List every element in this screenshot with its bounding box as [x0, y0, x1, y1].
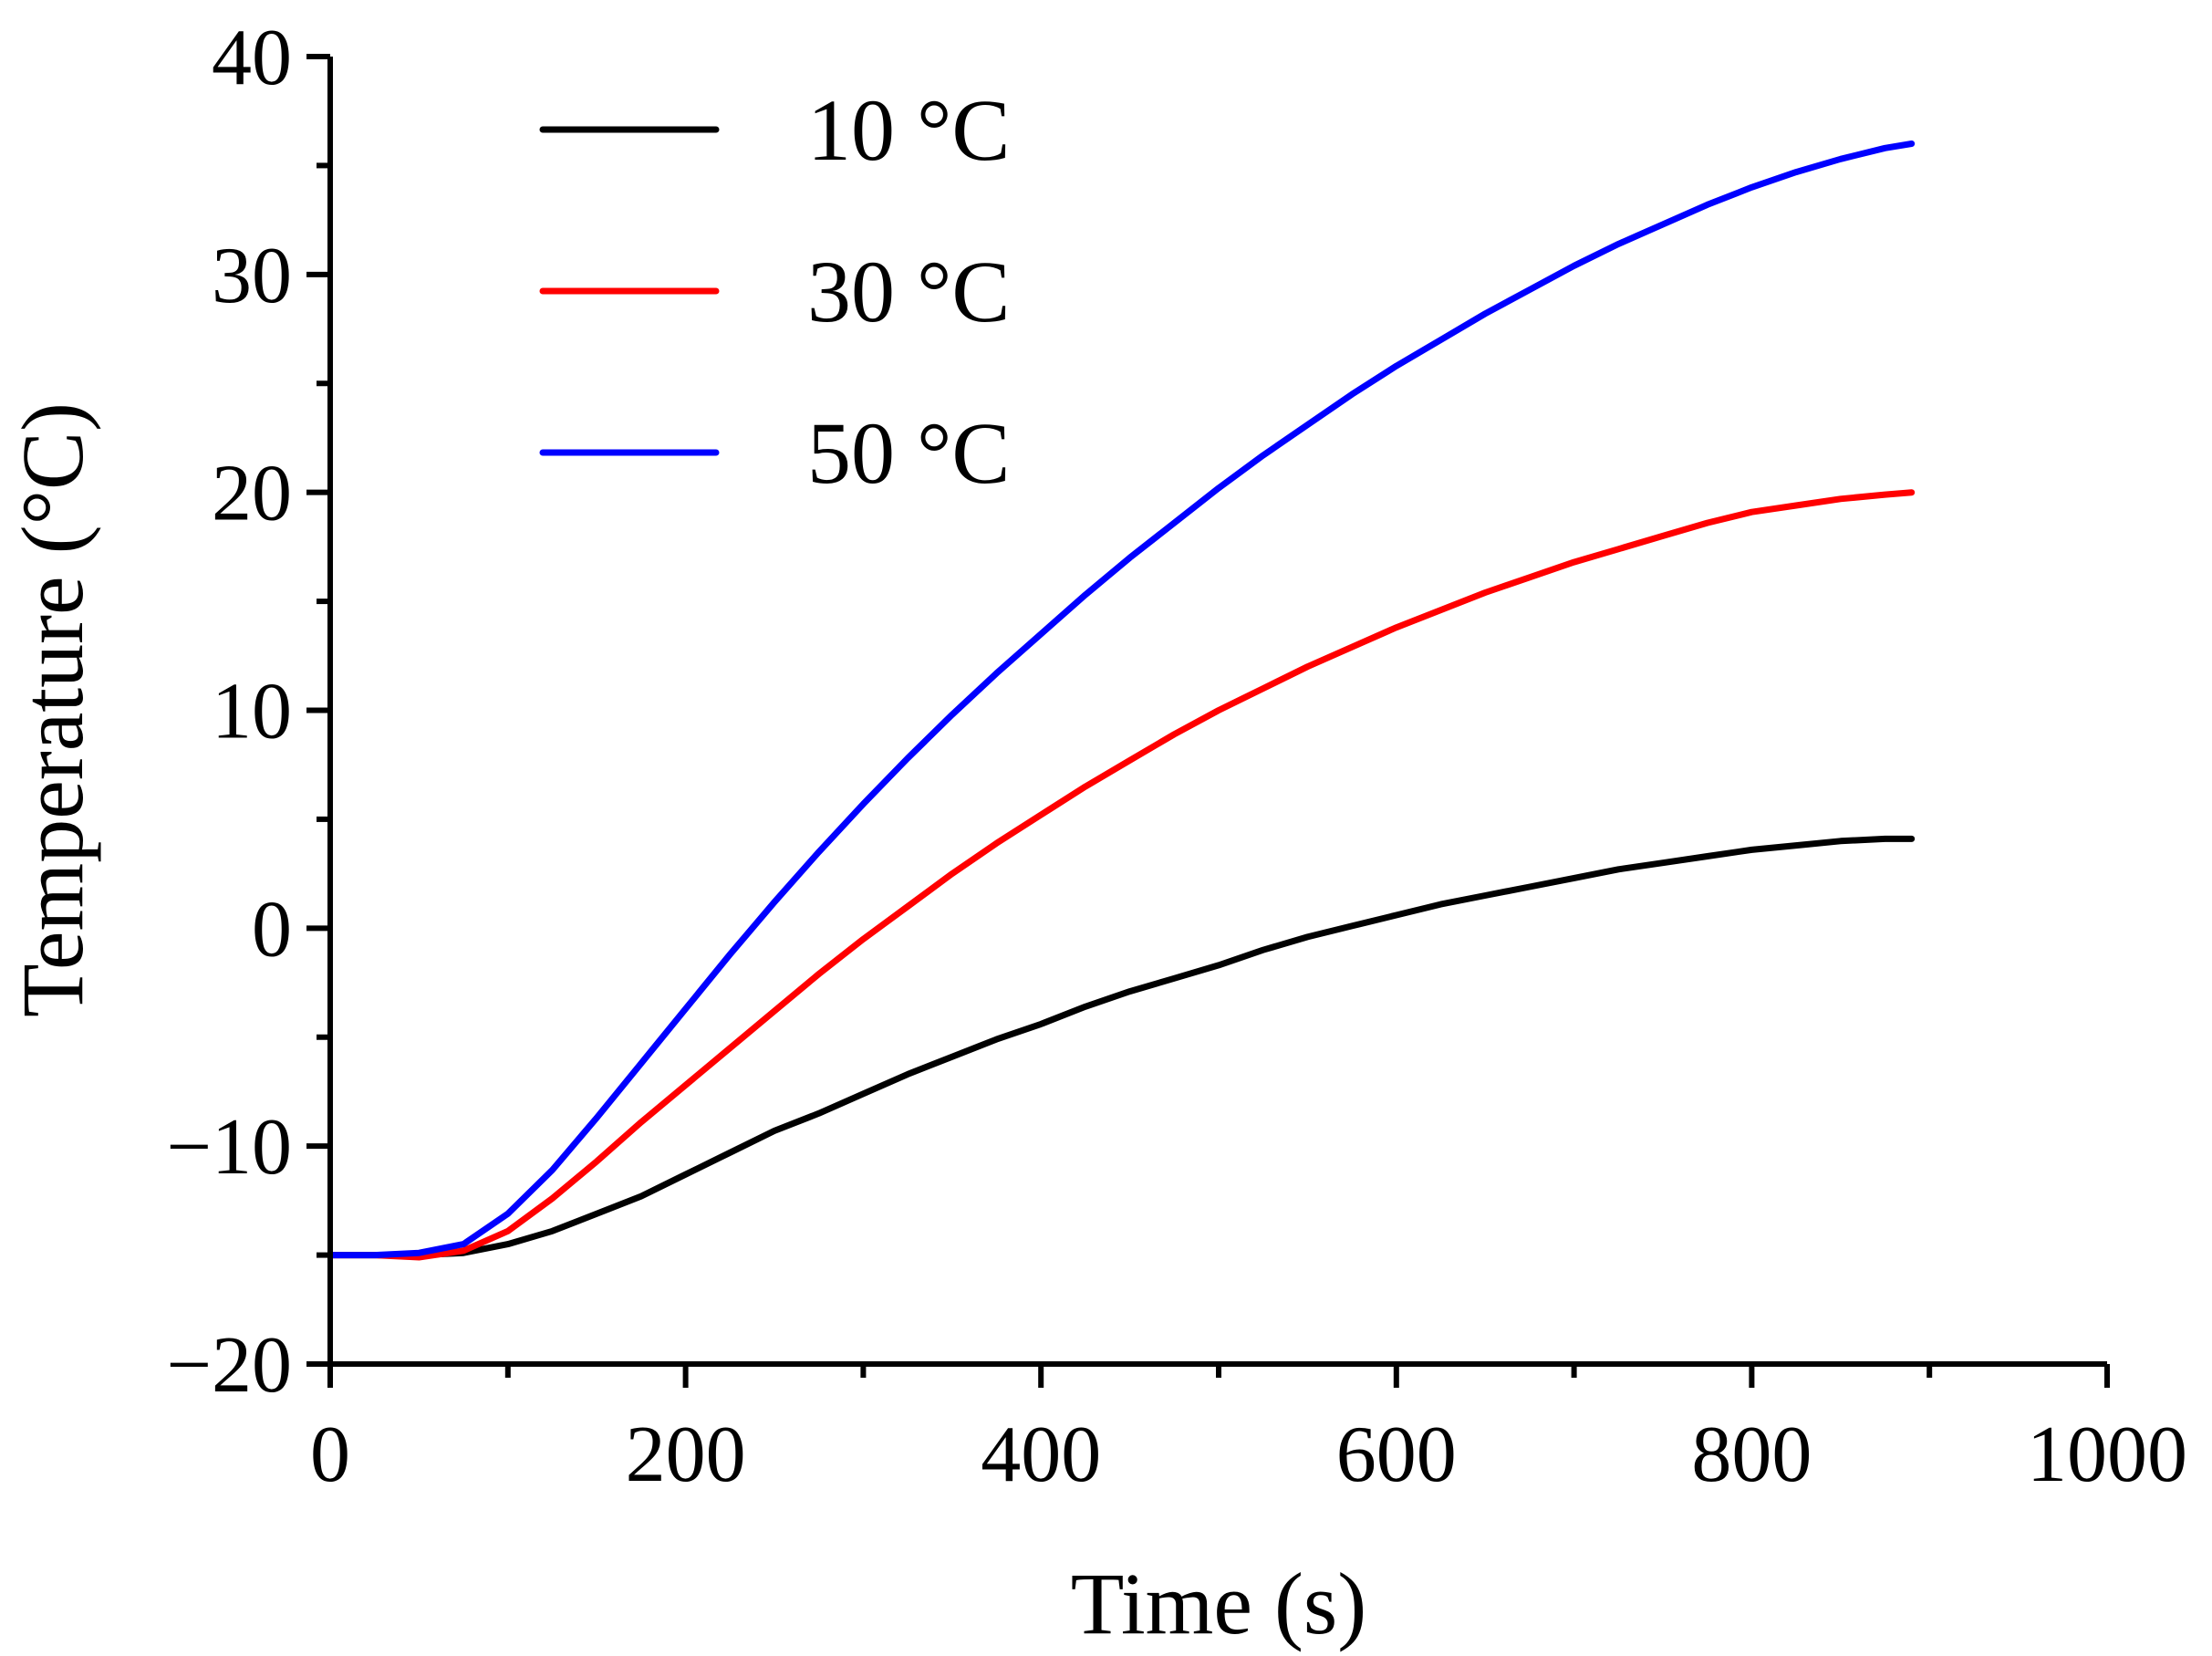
x-tick-label: 400 — [981, 1411, 1101, 1499]
y-tick-label: −10 — [166, 1103, 292, 1192]
series-line-3 — [327, 141, 1916, 1259]
y-tick-label: 30 — [212, 232, 292, 320]
y-tick-label: 0 — [252, 885, 292, 974]
x-tick-label: 0 — [310, 1411, 350, 1499]
legend-label-1: 10 °C — [807, 81, 1010, 179]
y-tick-label: 20 — [212, 450, 292, 538]
ticks: 0 200 400 600 800 1000 −20 −10 0 10 20 30 40 — [166, 14, 2187, 1499]
x-tick-label: 200 — [626, 1411, 746, 1499]
legend-label-3: 50 °C — [807, 404, 1010, 502]
y-tick-label: 40 — [212, 14, 292, 102]
series-line-2 — [327, 489, 1916, 1261]
x-axis-title: Time (s) — [1071, 1555, 1367, 1652]
legend-label-2: 30 °C — [807, 243, 1010, 340]
series-line-1 — [327, 835, 1916, 1259]
x-tick-label: 800 — [1691, 1411, 1812, 1499]
legend: 10 °C 30 °C 50 °C — [539, 81, 1010, 502]
y-axis-title: Temperature (°C) — [4, 402, 101, 1017]
y-tick-label: −20 — [166, 1321, 292, 1410]
x-tick-label: 1000 — [2027, 1411, 2187, 1499]
y-tick-label: 10 — [212, 668, 292, 756]
x-tick-label: 600 — [1336, 1411, 1457, 1499]
series-layer — [327, 141, 1916, 1261]
